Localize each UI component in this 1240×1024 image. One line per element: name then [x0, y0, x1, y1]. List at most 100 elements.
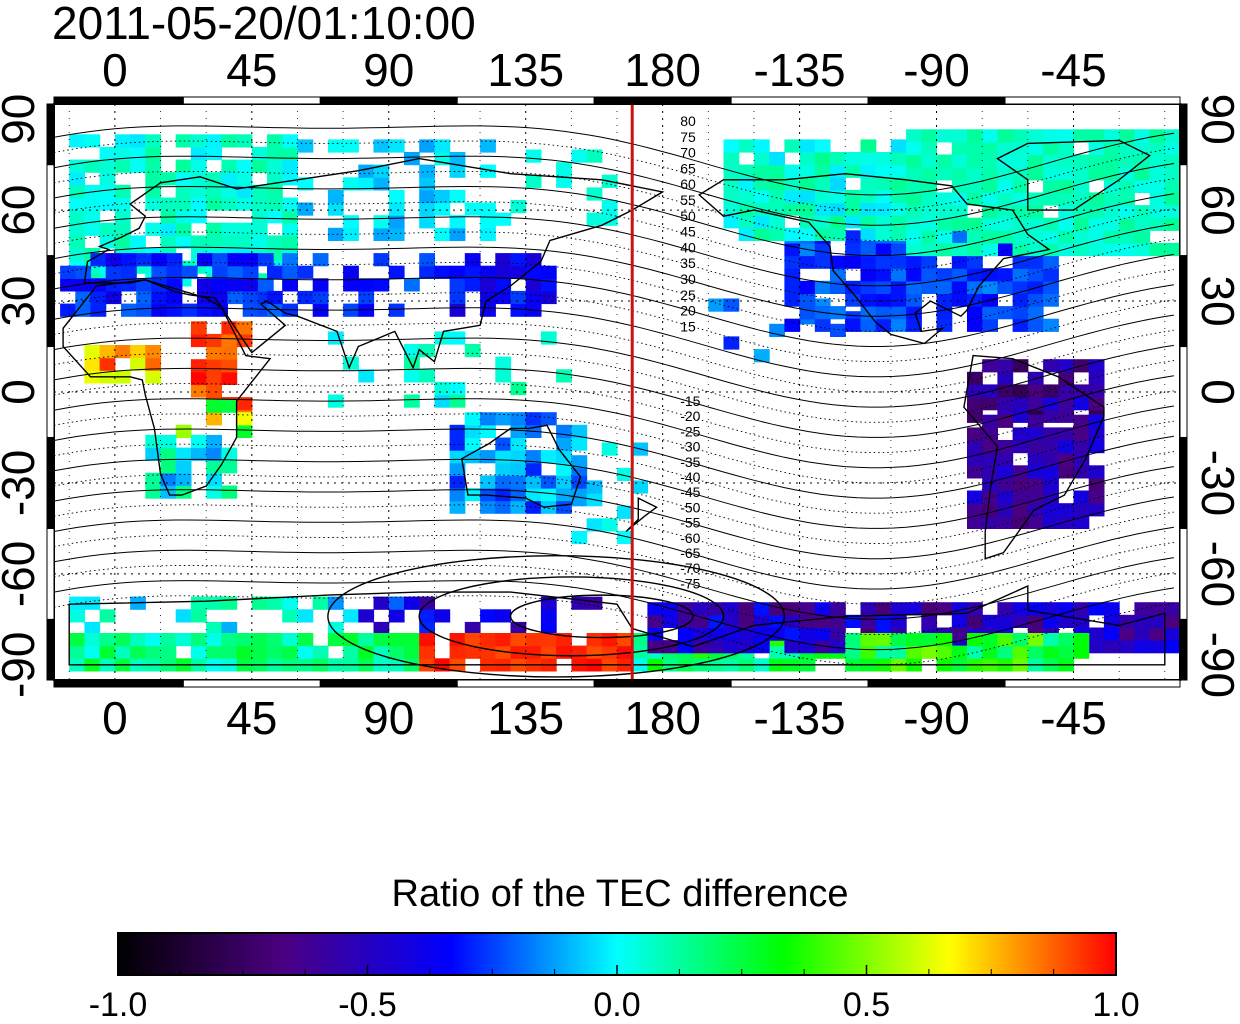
- tec-cell: [784, 640, 801, 654]
- frame-bar-segment: [1179, 164, 1188, 257]
- tec-cell: [997, 192, 1014, 206]
- tec-cell: [145, 134, 162, 148]
- contour-label-south: -75: [680, 575, 700, 591]
- tec-cell: [145, 222, 162, 236]
- tec-cell: [830, 627, 846, 641]
- tec-cell: [175, 197, 192, 211]
- tec-cell: [1103, 205, 1120, 219]
- timestamp-title: 2011-05-20/01:10:00: [52, 0, 476, 49]
- tec-cell: [151, 290, 168, 305]
- tec-cell: [1012, 465, 1029, 479]
- tec-cell: [221, 346, 238, 360]
- frame-bar-segment: [1179, 103, 1188, 166]
- tec-cell: [677, 614, 694, 628]
- tec-cell: [1088, 627, 1105, 641]
- tec-cell: [373, 227, 390, 241]
- tec-cell: [69, 633, 85, 647]
- tec-cell: [753, 139, 770, 153]
- tec-cell: [175, 159, 192, 173]
- tec-cell: [282, 633, 298, 647]
- tec-cell: [814, 227, 831, 241]
- tec-cell: [90, 290, 107, 305]
- tec-cell: [601, 633, 618, 647]
- tec-cell: [464, 344, 481, 358]
- tec-cell: [449, 189, 466, 204]
- frame-bar-segment: [456, 96, 595, 105]
- frame-bar-segment: [319, 679, 458, 688]
- tec-cell: [617, 505, 633, 519]
- magnetic-contour: [54, 428, 1174, 499]
- tec-cell: [495, 265, 512, 279]
- tec-cell: [1103, 141, 1120, 156]
- tec-cell: [723, 640, 740, 654]
- tec-cell: [1119, 205, 1135, 219]
- tec-cell: [136, 253, 152, 267]
- tec-cell: [197, 253, 213, 267]
- tec-cell: [297, 290, 314, 305]
- tec-cell: [1027, 477, 1044, 492]
- tec-cell: [1012, 645, 1029, 659]
- tec-cell: [1058, 427, 1075, 441]
- tec-cell: [967, 490, 983, 504]
- tec-cell: [540, 621, 557, 636]
- bottom-lon-tick-label: -45: [1040, 692, 1106, 744]
- tec-cell: [99, 222, 116, 236]
- tec-cell: [1058, 465, 1075, 479]
- tec-cell: [404, 394, 420, 408]
- tec-cell: [982, 141, 998, 156]
- tec-cell: [738, 177, 755, 191]
- tec-cell: [1088, 242, 1105, 257]
- tec-cell: [1088, 503, 1105, 517]
- tec-cell: [1027, 293, 1044, 307]
- tec-cell: [936, 268, 953, 282]
- tec-cell: [388, 202, 405, 216]
- tec-cell: [982, 280, 998, 294]
- tec-cell: [419, 265, 435, 279]
- tec-cell: [753, 602, 770, 616]
- tec-cell: [327, 139, 344, 153]
- tec-cell: [236, 321, 253, 335]
- tec-cell: [784, 268, 801, 282]
- tec-cell: [1073, 179, 1090, 193]
- tec-cell: [814, 189, 831, 204]
- tec-cell: [297, 633, 314, 647]
- tec-cell: [556, 475, 572, 489]
- tec-cell: [419, 253, 435, 267]
- tec-cell: [1043, 633, 1059, 647]
- tec-cell: [753, 215, 770, 229]
- tec-cell: [951, 645, 968, 659]
- contour-label-north: 80: [680, 113, 696, 129]
- tec-cell: [1103, 640, 1120, 654]
- left-lat-tick-label: 30: [0, 276, 44, 327]
- contour-label-north: 75: [680, 129, 696, 145]
- coastline: [963, 354, 1105, 560]
- tec-cell: [312, 290, 329, 305]
- tec-cell: [997, 268, 1014, 282]
- tec-cell: [69, 609, 85, 623]
- tec-cell: [936, 192, 953, 206]
- contour-label-south: -70: [680, 560, 700, 576]
- tec-cell: [130, 645, 146, 659]
- tec-cell: [197, 278, 213, 292]
- tec-cell: [784, 318, 801, 332]
- tec-cell: [601, 442, 618, 456]
- tec-cell: [1027, 205, 1044, 219]
- tec-cell: [1073, 440, 1090, 454]
- tec-cell: [921, 633, 938, 647]
- tec-cell: [105, 278, 122, 292]
- tec-cell: [997, 242, 1014, 257]
- tec-cell: [586, 633, 603, 647]
- tec-cell: [251, 146, 268, 161]
- tec-cell: [556, 500, 572, 514]
- bottom-lon-tick-label: -135: [754, 692, 846, 744]
- tec-cell: [136, 290, 152, 305]
- tec-cell: [571, 645, 588, 659]
- tec-cell: [830, 177, 846, 191]
- tec-cell: [860, 614, 877, 628]
- tec-cell: [327, 621, 344, 636]
- tec-cell: [267, 159, 283, 173]
- tec-cell: [830, 202, 846, 216]
- tec-cell: [997, 280, 1014, 294]
- tec-cell: [525, 475, 542, 489]
- tec-cell: [1012, 633, 1029, 647]
